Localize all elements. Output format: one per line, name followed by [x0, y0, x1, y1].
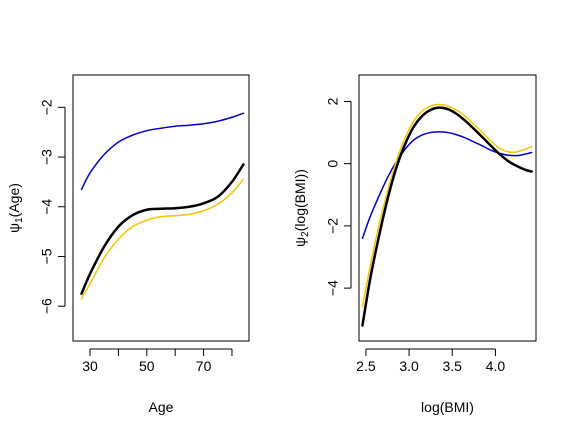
series-line-1	[80, 112, 245, 191]
y-tick-label: 0	[325, 160, 341, 168]
y-tick-label: −2	[325, 218, 341, 234]
x-axis-title: log(BMI)	[421, 399, 474, 415]
left-panel: 30 50 70 −6 −5 −4 −3 −2 Age ψ1(Age)	[6, 74, 250, 415]
series-line-2	[80, 178, 245, 300]
series-line-3	[80, 163, 245, 296]
plot-frame	[72, 74, 250, 342]
x-tick-label: 30	[82, 358, 98, 374]
y-tick-label: −5	[39, 248, 55, 264]
right-panel: 2.5 3.0 3.5 4.0 −4 −2 0 2 log(BMI) ψ2(log(BMI))	[292, 74, 537, 415]
x-tick-label: 50	[139, 358, 155, 374]
x-tick-label: 2.5	[356, 358, 376, 374]
x-tick-label: 70	[196, 358, 212, 374]
plot-frame	[358, 74, 537, 342]
y-axis-title: ψ1(Age)	[6, 183, 25, 233]
series-line-1	[361, 131, 533, 240]
x-tick-label: 3.5	[443, 358, 463, 374]
y-axis-title: ψ2(log(BMI))	[292, 169, 311, 247]
y-tick-label: −6	[39, 298, 55, 314]
series-line-3	[361, 106, 533, 327]
y-tick-label: −3	[39, 149, 55, 165]
y-tick-label: −2	[39, 99, 55, 115]
x-axis-title: Age	[149, 399, 174, 415]
y-tick-label: −4	[39, 199, 55, 215]
series-line-2	[361, 103, 533, 308]
x-tick-label: 3.0	[399, 358, 419, 374]
y-tick-label: −4	[325, 280, 341, 296]
x-tick-label: 4.0	[486, 358, 506, 374]
y-tick-label: 2	[325, 97, 341, 105]
